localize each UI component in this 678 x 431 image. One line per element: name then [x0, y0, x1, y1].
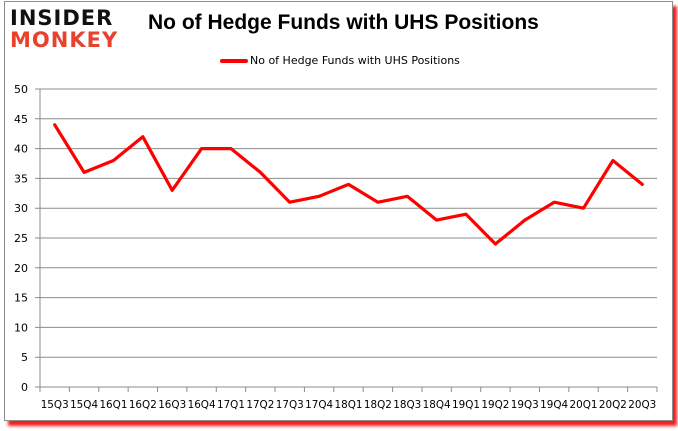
- x-tick-label: 16Q3: [158, 399, 186, 411]
- x-tick-label: 17Q1: [217, 399, 245, 411]
- y-tick-label: 50: [14, 83, 28, 96]
- x-tick-label: 17Q4: [305, 399, 333, 411]
- x-tick-label: 18Q1: [335, 399, 363, 411]
- series-line: [53, 123, 644, 246]
- x-tick-label: 19Q4: [540, 399, 568, 411]
- y-tick-label: 40: [14, 143, 28, 156]
- y-tick-label: 30: [14, 202, 28, 215]
- y-tick-label: 15: [14, 292, 28, 305]
- x-tick-label: 17Q2: [246, 399, 274, 411]
- chart-frame: [4, 1, 673, 421]
- y-tick-label: 10: [14, 321, 28, 334]
- x-tick-label: 17Q3: [276, 399, 304, 411]
- x-tick-label: 18Q3: [393, 399, 421, 411]
- y-tick-label: 0: [21, 381, 28, 394]
- x-tick-label: 20Q2: [599, 399, 627, 411]
- gridlines: [35, 88, 657, 388]
- y-tick-label: 35: [14, 172, 28, 185]
- x-tick-label: 20Q1: [570, 399, 598, 411]
- chart-legend: No of Hedge Funds with UHS Positions: [220, 54, 460, 67]
- legend-line-swatch-icon: [220, 58, 248, 63]
- y-tick-label: 20: [14, 262, 28, 275]
- insider-monkey-logo: INSIDER MONKEY: [10, 8, 126, 51]
- y-axis: 0 5 10 15 20 25 30 35 40 45 50: [14, 83, 41, 394]
- legend-label: No of Hedge Funds with UHS Positions: [250, 54, 460, 67]
- logo-line-1: INSIDER: [10, 6, 114, 30]
- y-tick-label: 45: [14, 113, 28, 126]
- x-tick-label: 20Q3: [628, 399, 656, 411]
- x-axis: 15Q3 15Q4 16Q1 16Q2 16Q3 16Q4 17Q1 17Q2 17Q3 17Q4…: [39, 387, 658, 411]
- x-tick-label: 15Q4: [70, 399, 98, 411]
- x-tick-label: 18Q4: [423, 399, 451, 411]
- logo-line-2: MONKEY: [10, 28, 119, 52]
- x-tick-label: 16Q1: [99, 399, 127, 411]
- x-tick-label: 19Q1: [452, 399, 480, 411]
- chart-title: No of Hedge Funds with UHS Positions: [148, 11, 539, 34]
- x-tick-label: 18Q2: [364, 399, 392, 411]
- x-tick-label: 19Q3: [511, 399, 539, 411]
- y-tick-label: 25: [14, 232, 28, 245]
- y-tick-label: 5: [21, 351, 28, 364]
- x-tick-label: 16Q2: [129, 399, 157, 411]
- x-tick-label: 19Q2: [481, 399, 509, 411]
- x-tick-label: 16Q4: [188, 399, 216, 411]
- x-tick-label: 15Q3: [41, 399, 69, 411]
